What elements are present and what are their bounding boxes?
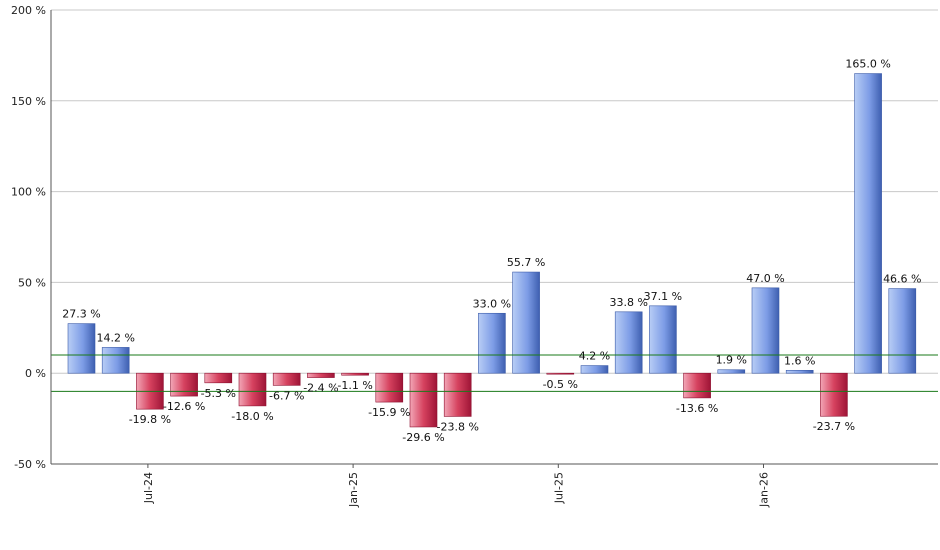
bar [272, 372, 301, 386]
bar [375, 372, 404, 403]
bar [67, 323, 96, 374]
bar-value-label: -2.4 % [303, 382, 338, 395]
bar-value-label: -13.6 % [676, 402, 718, 415]
x-axis-tick-labels: Jul-24 Jan-25 Jul-25 Jan-26 [142, 464, 771, 508]
bar-value-label: -5.3 % [201, 387, 236, 400]
bar [785, 369, 814, 374]
bar-value-label: 27.3 % [62, 308, 100, 321]
bar [307, 372, 335, 378]
reference-lines [51, 354, 938, 392]
x-tick-label: Jul-24 [142, 472, 155, 504]
bar-value-label: 37.1 % [644, 290, 682, 303]
bar-value-label: -1.1 % [337, 379, 372, 392]
bar-value-label: -23.8 % [436, 420, 478, 433]
x-tick-label: Jan-26 [758, 472, 771, 508]
bar [717, 369, 746, 374]
bar-value-label: 14.2 % [96, 331, 134, 344]
y-axis-tick-labels: -50 % 0 % 50 % 100 % 150 % 200 % [11, 4, 46, 471]
bar [820, 372, 848, 417]
axes [50, 10, 938, 465]
bar-value-label: 165.0 % [845, 58, 890, 71]
bar [443, 372, 472, 417]
bar-value-label: 55.7 % [507, 256, 545, 269]
bar [683, 372, 711, 399]
bar [204, 372, 233, 384]
bar-value-label: -6.7 % [269, 389, 304, 402]
x-tick-label: Jan-25 [347, 472, 360, 508]
bar [101, 347, 130, 374]
bar [546, 372, 575, 375]
bar [512, 271, 540, 374]
bar-value-label: 47.0 % [746, 272, 784, 285]
bar-value-label: 46.6 % [883, 273, 921, 286]
bar [478, 312, 506, 374]
bar [580, 365, 609, 374]
bar-value-label: 33.0 % [473, 297, 511, 310]
bar [649, 305, 677, 374]
bar [170, 372, 198, 397]
bar-value-label: -29.6 % [402, 431, 444, 444]
y-tick-label: 150 % [11, 95, 46, 108]
bar-value-label: 1.6 % [784, 354, 815, 367]
bar [751, 287, 780, 374]
y-tick-label: -50 % [14, 458, 46, 471]
y-tick-label: 200 % [11, 4, 46, 17]
y-tick-label: 100 % [11, 186, 46, 199]
bar [854, 73, 882, 374]
bar-value-label: 1.9 % [716, 354, 747, 367]
x-tick-label: Jul-25 [552, 472, 565, 504]
bars [67, 73, 917, 428]
bar-value-label: -18.0 % [231, 410, 273, 423]
bar-value-label: 4.2 % [579, 350, 610, 363]
bar [888, 288, 917, 374]
bar-value-label: -15.9 % [368, 406, 410, 419]
bar [238, 372, 267, 407]
bar-value-labels: 27.3 % 14.2 % -19.8 %-12.6 %-5.3 % -18.0 % -… [62, 58, 921, 444]
bar-value-label: -23.7 % [813, 420, 855, 433]
bar-value-label: 33.8 % [609, 296, 647, 309]
bar-value-label: -19.8 % [129, 413, 171, 426]
bar [614, 311, 643, 374]
y-tick-label: 0 % [25, 367, 46, 380]
bar [341, 372, 369, 376]
bar [409, 372, 438, 428]
y-tick-label: 50 % [18, 276, 46, 289]
bar-value-label: -0.5 % [543, 378, 578, 391]
bar-value-label: -12.6 % [163, 400, 205, 413]
